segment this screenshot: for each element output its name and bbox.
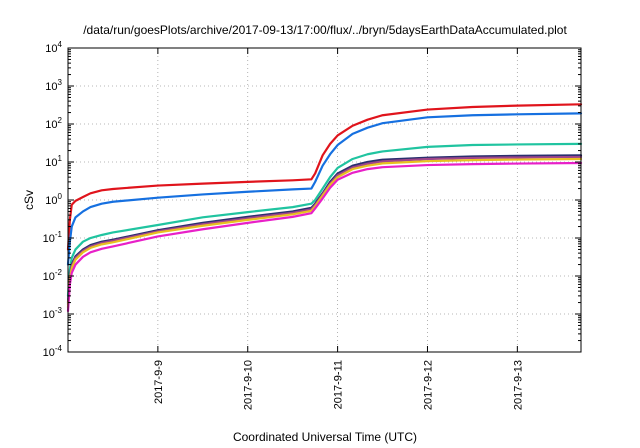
grid-lines xyxy=(68,48,581,352)
y-axis-label: cSv xyxy=(22,190,36,210)
y-tick-label: 101 xyxy=(45,154,62,169)
x-axis-label: Coordinated Universal Time (UTC) xyxy=(233,430,417,444)
axis-ticks xyxy=(68,47,581,353)
series-layer xyxy=(66,103,583,313)
y-tick-label: 102 xyxy=(45,116,62,131)
x-tick-label: 2017-9-11 xyxy=(333,360,345,409)
series-line-1 xyxy=(66,103,583,251)
y-tick-label: 10-1 xyxy=(43,230,63,245)
series-line-7 xyxy=(66,161,583,313)
x-axis-tick-labels: 2017-9-9 2017-9-10 2017-9-11 2017-9-12 2017-… xyxy=(153,360,524,410)
x-tick-label: 2017-9-10 xyxy=(243,360,255,410)
y-tick-label: 103 xyxy=(45,78,62,93)
x-tick-label: 2017-9-9 xyxy=(153,360,165,404)
chart-title: /data/run/goesPlots/archive/2017-09-13/1… xyxy=(83,23,567,37)
x-tick-label: 2017-9-13 xyxy=(512,360,524,410)
y-tick-label: 10-2 xyxy=(43,268,63,283)
y-tick-label: 104 xyxy=(45,40,62,55)
y-tick-label: 10-4 xyxy=(43,344,63,359)
series-line-4 xyxy=(66,154,583,304)
series-line-5 xyxy=(66,155,583,306)
series-line-6 xyxy=(66,157,583,309)
series-line-2 xyxy=(66,112,583,266)
x-tick-label: 2017-9-12 xyxy=(422,360,434,410)
y-tick-label: 100 xyxy=(45,192,62,207)
y-tick-label: 10-3 xyxy=(43,306,63,321)
y-axis-tick-labels: 10-4 10-3 10-2 10-1 100 101 102 103 104 xyxy=(43,40,63,359)
series-line-3 xyxy=(66,142,583,297)
